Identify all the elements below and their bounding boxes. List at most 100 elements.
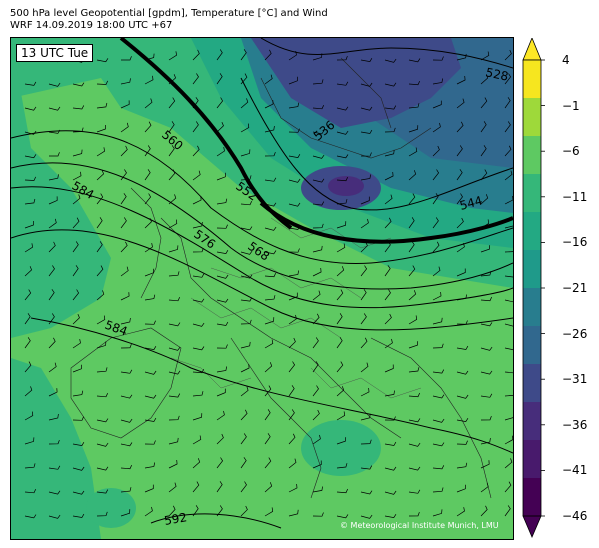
wind-barb — [432, 193, 439, 205]
wind-barb — [288, 248, 300, 253]
wind-barb — [120, 266, 129, 277]
contour-label: 528 — [484, 65, 509, 83]
wind-barb — [360, 106, 373, 111]
wind-barb — [288, 154, 301, 158]
wind-barb — [24, 386, 33, 397]
wind-barb — [264, 457, 272, 469]
wind-barb — [120, 217, 127, 229]
wind-barb — [144, 506, 153, 517]
wind-barb — [408, 125, 419, 133]
colorbar-segment — [523, 60, 541, 99]
wind-barb — [336, 437, 347, 445]
wind-barb — [288, 225, 301, 230]
wind-barb — [432, 418, 445, 423]
wind-barb — [168, 415, 180, 421]
wind-barb — [192, 49, 200, 61]
wind-barb — [384, 241, 391, 253]
colorbar-tick-label: −21 — [562, 281, 588, 295]
wind-barb — [480, 271, 492, 277]
wind-barb — [48, 265, 55, 277]
wind-barb — [336, 386, 345, 397]
wind-barb — [168, 271, 180, 277]
wind-barb — [48, 362, 57, 373]
wind-barb — [384, 390, 395, 397]
wind-barb — [360, 129, 373, 134]
colorbar-tick-label: −31 — [562, 372, 588, 387]
wind-barb — [360, 196, 370, 205]
wind-barb — [480, 74, 489, 85]
wind-barb — [504, 145, 512, 157]
wind-barb — [192, 368, 205, 374]
wind-barb — [408, 511, 420, 517]
wind-barb — [480, 505, 488, 517]
colorbar-segment — [523, 326, 541, 365]
wind-barb — [504, 458, 513, 469]
wind-barb — [120, 100, 130, 109]
wind-barb — [216, 366, 228, 373]
wind-barb — [432, 291, 442, 301]
wind-barb — [336, 361, 344, 373]
wind-barb — [432, 217, 439, 229]
wind-barb — [408, 290, 417, 301]
wind-barb — [96, 193, 104, 205]
wind-barb — [48, 174, 59, 181]
wind-barb — [336, 514, 349, 519]
wind-barb — [504, 121, 511, 133]
wind-barb — [360, 218, 369, 229]
wind-barb — [480, 145, 487, 157]
wind-barb — [408, 241, 415, 253]
wind-barb — [216, 73, 223, 85]
wind-barb — [288, 483, 298, 493]
wind-barb — [288, 178, 301, 183]
wind-barb — [456, 121, 464, 133]
colorbar-segment — [523, 174, 541, 213]
wind-barb — [72, 105, 85, 110]
colorbar-tick-label: −16 — [562, 235, 588, 250]
wind-barb — [216, 298, 229, 303]
wind-barb — [504, 395, 513, 397]
wind-barb — [312, 434, 321, 445]
wind-barb — [192, 346, 205, 351]
wind-barb — [144, 169, 151, 181]
wind-barb — [96, 102, 108, 109]
wind-barb — [120, 241, 128, 253]
wind-barb — [504, 251, 513, 253]
wind-barb — [24, 81, 37, 86]
wind-barb — [336, 106, 349, 111]
wind-barb — [384, 416, 396, 421]
wind-barb — [408, 489, 421, 494]
wind-barb — [456, 98, 465, 109]
wind-barb — [240, 457, 247, 469]
wind-barb — [408, 265, 416, 277]
wind-barb — [264, 151, 276, 157]
wind-barb — [72, 490, 85, 495]
wind-barb — [168, 459, 178, 469]
wind-barb — [384, 149, 395, 157]
wind-barb — [192, 413, 203, 421]
wind-barb — [408, 341, 419, 349]
wind-barb — [48, 129, 61, 134]
wind-barb — [192, 196, 202, 205]
wind-barb — [192, 435, 202, 445]
wind-barb — [432, 241, 440, 253]
wind-barb — [120, 464, 133, 470]
valid-time-label: 13 UTC Tue — [16, 44, 94, 62]
wind-barb — [240, 98, 249, 109]
wind-barb — [144, 346, 157, 350]
wind-barb — [144, 417, 157, 422]
wind-barb — [144, 370, 157, 375]
wind-barb — [240, 73, 248, 85]
wind-barb — [24, 489, 37, 494]
wind-barb — [432, 169, 440, 181]
wind-barb — [120, 169, 127, 181]
wind-barb — [384, 194, 393, 205]
wind-barb — [96, 217, 103, 229]
wind-barb — [72, 313, 80, 325]
wind-barb — [456, 394, 469, 399]
wind-barb — [72, 82, 85, 87]
wind-barb — [480, 346, 493, 351]
colorbar-segment — [523, 98, 541, 137]
wind-barb — [480, 322, 493, 327]
wind-barb — [504, 97, 511, 109]
wind-barb — [288, 202, 301, 207]
